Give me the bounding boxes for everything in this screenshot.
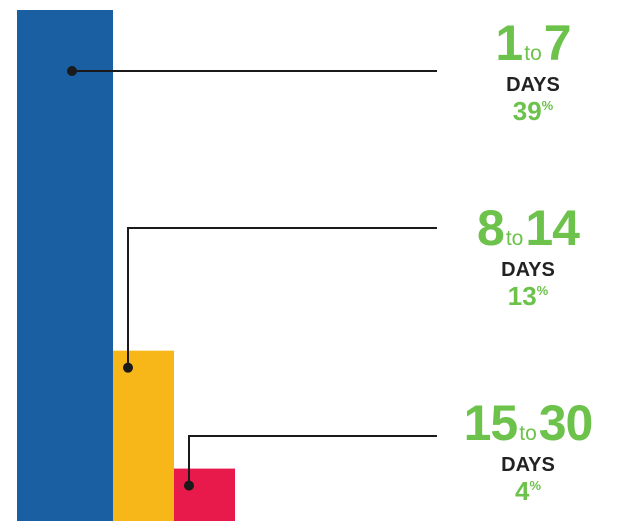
leader-dot-2	[123, 362, 133, 373]
range-to: to	[505, 227, 524, 250]
range-8-to-14: 8 to 14	[433, 203, 620, 253]
range-to: to	[519, 422, 537, 445]
range-end: 7	[543, 15, 572, 71]
annotation-1-to-7: 1 to 7 DAYS 39%	[438, 18, 620, 126]
days-label: DAYS	[501, 454, 555, 476]
range-start: 15	[463, 395, 519, 451]
leader-line-2	[127, 227, 437, 368]
range-start: 8	[477, 200, 505, 256]
leader-line-3	[188, 435, 437, 486]
percent-value: 39%	[512, 96, 554, 126]
days-label: DAYS	[501, 259, 555, 281]
annotation-8-to-14: 8 to 14 DAYS 13%	[433, 203, 620, 311]
range-15-to-30: 15 to 30	[433, 398, 620, 448]
range-to: to	[524, 42, 542, 65]
percent-value: 4%	[514, 476, 542, 506]
annotation-15-to-30: 15 to 30 DAYS 4%	[433, 398, 620, 506]
range-1-to-7: 1 to 7	[438, 18, 620, 68]
bar-1	[17, 10, 113, 521]
leader-dot-3	[184, 480, 194, 491]
percent-value: 13%	[507, 281, 549, 311]
range-end: 14	[525, 200, 580, 256]
days-label: DAYS	[506, 74, 560, 96]
leader-dot-1	[67, 66, 77, 76]
range-start: 1	[495, 15, 523, 71]
range-end: 30	[538, 395, 594, 451]
